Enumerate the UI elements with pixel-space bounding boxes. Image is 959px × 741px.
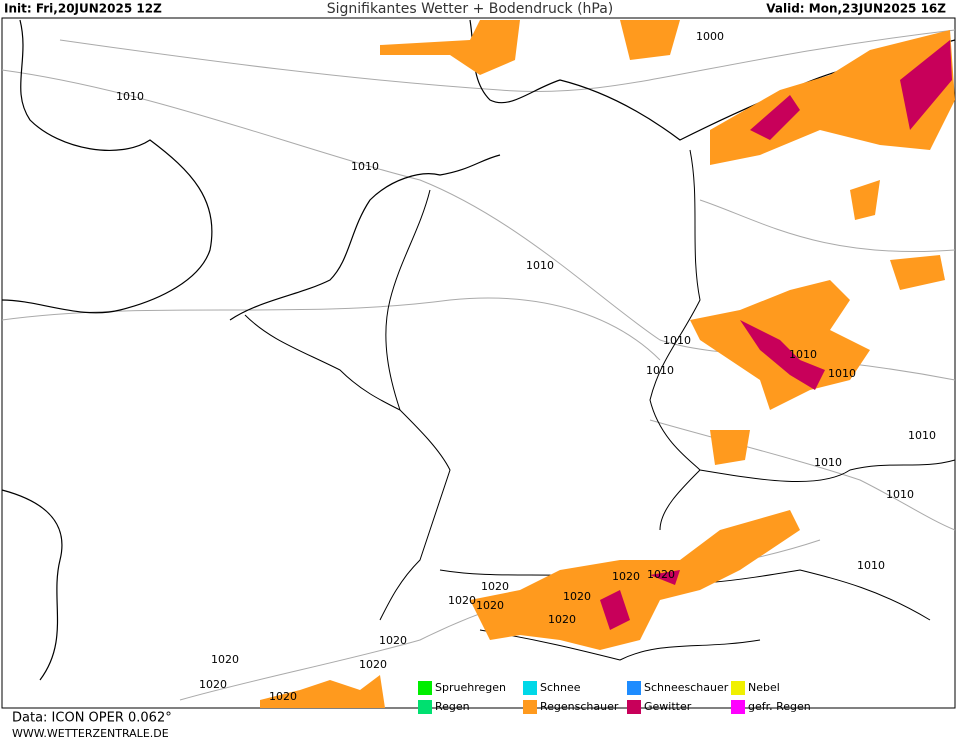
isobar-label: 1010 (857, 559, 885, 572)
rain-shower-area (620, 20, 680, 60)
isobar-label: 1020 (359, 658, 387, 671)
isobar-label: 1020 (647, 568, 675, 581)
isobar-label: 1020 (476, 599, 504, 612)
website: WWW.WETTERZENTRALE.DE (12, 727, 169, 740)
isobar-label: 1010 (789, 348, 817, 361)
isobar-label: 1020 (548, 613, 576, 626)
thunderstorm-area (740, 320, 825, 390)
data-source: Data: ICON OPER 0.062° (12, 711, 172, 726)
map-title: Signifikantes Wetter + Bodendruck (hPa) (327, 1, 614, 17)
coastline (229, 154, 501, 321)
precipitation (260, 20, 955, 708)
legend-label: Gewitter (644, 700, 692, 713)
thunderstorm-area (750, 40, 952, 140)
legend-swatch (418, 681, 432, 695)
isobar-label: 1020 (563, 590, 591, 603)
thunderstorm-area (600, 570, 680, 630)
rain-shower-area (890, 255, 945, 290)
isobar-label: 1010 (814, 456, 842, 469)
isobar-label: 1010 (351, 160, 379, 173)
isobar-label: 1020 (379, 634, 407, 647)
map-frame (1, 17, 956, 709)
isobar-label: 1020 (269, 690, 297, 703)
legend-label: Regenschauer (540, 700, 619, 713)
isobar (1, 297, 661, 361)
legend-swatch (731, 700, 745, 714)
border (479, 629, 761, 661)
isobar-label: 1020 (211, 653, 239, 666)
legend: Spruehregen Schnee Schneeschauer Nebel Regen… (418, 681, 811, 714)
valid-time: Valid: Mon,23JUN2025 16Z (766, 2, 946, 16)
coastlines-borders (1, 19, 956, 681)
border (649, 149, 701, 531)
isobar-label: 1020 (612, 570, 640, 583)
legend-label: gefr. Regen (748, 700, 811, 713)
border (385, 189, 431, 411)
rain-shower-area (710, 430, 750, 465)
isobar-label: 1020 (448, 594, 476, 607)
legend-label: Spruehregen (435, 681, 506, 694)
legend-label: Schneeschauer (644, 681, 729, 694)
isobar-label: 1010 (908, 429, 936, 442)
isobar-label: 1010 (646, 364, 674, 377)
rain-shower-area (470, 510, 800, 650)
legend-swatch (627, 700, 641, 714)
border (699, 459, 956, 482)
isobar-label: 1020 (199, 678, 227, 691)
rain-shower-area (850, 180, 880, 220)
isobar-label: 1010 (663, 334, 691, 347)
legend-swatch (523, 700, 537, 714)
legend-swatch (418, 700, 432, 714)
legend-label: Regen (435, 700, 470, 713)
coastline (1, 489, 63, 681)
isobar (59, 29, 956, 93)
coastline (1, 19, 213, 314)
isobar (699, 199, 956, 253)
isobar-label: 1000 (696, 30, 724, 43)
legend-swatch (627, 681, 641, 695)
isobar-labels: 1000 1010 1010 1010 1010 1010 1010 1010 1010 1010… (116, 30, 936, 703)
isobar-label: 1010 (828, 367, 856, 380)
isobar-label: 1020 (481, 580, 509, 593)
isobar (649, 419, 956, 531)
legend-swatch (523, 681, 537, 695)
legend-label: Nebel (748, 681, 780, 694)
rain-shower-area (260, 675, 385, 708)
legend-swatch (731, 681, 745, 695)
border (244, 314, 451, 621)
map-area: 1000 1010 1010 1010 1010 1010 1010 1010 1010 1010… (1, 17, 956, 709)
rain-shower-area (380, 20, 520, 75)
isobar-label: 1010 (886, 488, 914, 501)
init-time: Init: Fri,20JUN2025 12Z (4, 2, 162, 16)
isobar-label: 1010 (526, 259, 554, 272)
isobar-label: 1010 (116, 90, 144, 103)
coastline (469, 19, 956, 141)
legend-label: Schnee (540, 681, 581, 694)
